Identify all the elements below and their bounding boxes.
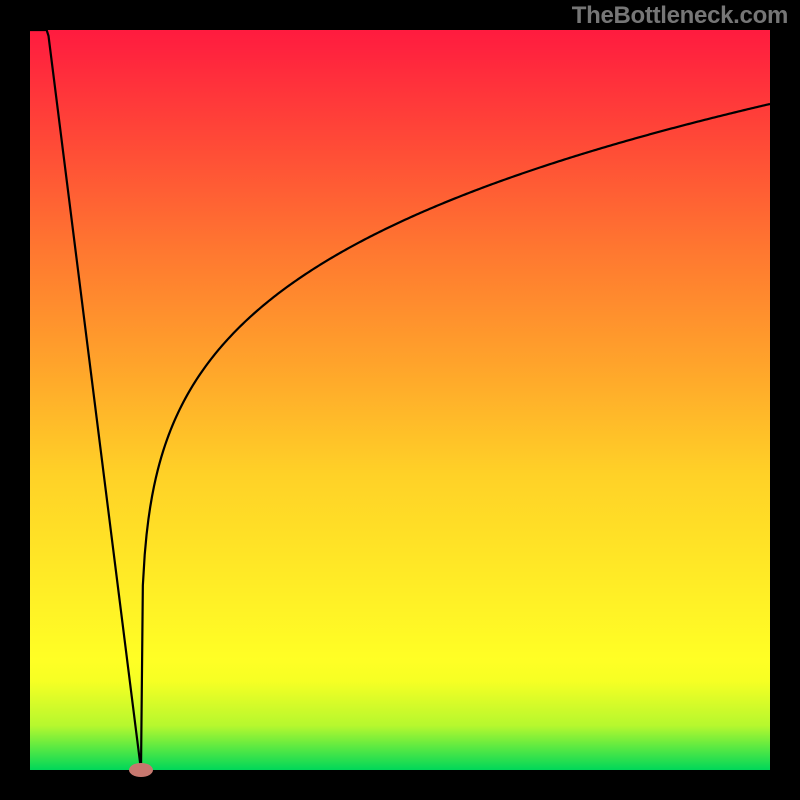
chart-container: TheBottleneck.com [0,0,800,800]
watermark-label: TheBottleneck.com [572,2,788,30]
chart-svg [0,0,800,800]
min-point-marker [129,763,153,777]
